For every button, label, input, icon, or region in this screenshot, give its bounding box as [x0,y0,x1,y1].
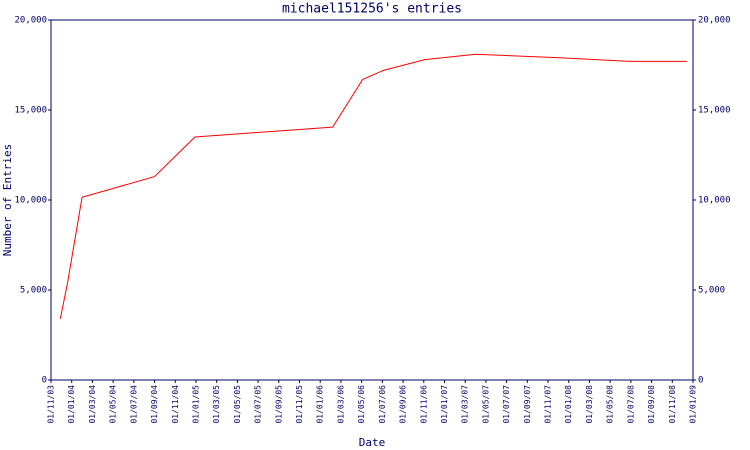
x-tick-label: 01/07/04 [129,385,138,424]
data-line [59,53,687,319]
x-tick-label: 01/09/08 [647,385,656,424]
x-tick-label: 01/11/08 [668,385,677,424]
y-tick-label: 15,000 [14,106,47,116]
x-tick-label: 01/01/05 [191,385,200,424]
x-tick-label: 01/03/05 [212,385,221,424]
x-tick-label: 01/05/07 [481,385,490,424]
x-tick-label: 01/11/04 [171,385,180,424]
x-tick-label: 01/01/04 [67,385,76,424]
y-tick-label: 20,000 [14,16,47,26]
x-tick-label: 01/01/06 [316,385,325,424]
x-tick-label: 01/09/06 [399,385,408,424]
y2-tick-label: 5,000 [698,286,725,296]
x-tick-label: 01/07/07 [502,385,511,424]
x-tick-label: 01/11/03 [47,385,56,424]
x-tick-label: 01/09/05 [274,385,283,424]
x-tick-label: 01/05/05 [233,385,242,424]
x-tick-label: 01/05/08 [606,385,615,424]
x-tick-label: 01/11/06 [419,385,428,424]
y2-tick-label: 0 [698,376,703,386]
x-tick-label: 01/03/04 [88,385,97,424]
x-tick-label: 01/09/07 [523,385,532,424]
x-tick-label: 01/03/08 [585,385,594,424]
x-tick-label: 01/07/05 [254,385,263,424]
x-tick-label: 01/03/07 [461,385,470,424]
x-tick-label: 01/03/06 [336,385,345,424]
x-tick-label: 01/09/04 [150,385,159,424]
x-axis-title: Date [359,436,386,449]
x-tick-label: 01/07/08 [626,385,635,424]
x-tick-label: 01/11/07 [544,385,553,424]
x-tick-label: 01/11/05 [295,385,304,424]
chart-title: michael151256's entries [282,2,462,17]
y2-tick-label: 10,000 [698,196,731,206]
x-tick-label: 01/01/07 [440,385,449,424]
y2-tick-label: 20,000 [698,16,731,26]
x-tick-label: 01/07/06 [378,385,387,424]
x-tick-label: 01/01/08 [564,385,573,424]
plot-frame [50,19,694,381]
y-axis-title: Number of Entries [1,144,14,257]
x-tick-label: 01/05/06 [357,385,366,424]
y-tick-label: 10,000 [14,196,47,206]
x-tick-label: 01/01/09 [689,385,698,424]
y-tick-label: 5,000 [20,286,47,296]
y2-tick-label: 15,000 [698,106,731,116]
x-tick-label: 01/05/04 [109,385,118,424]
y-tick-label: 0 [42,376,47,386]
